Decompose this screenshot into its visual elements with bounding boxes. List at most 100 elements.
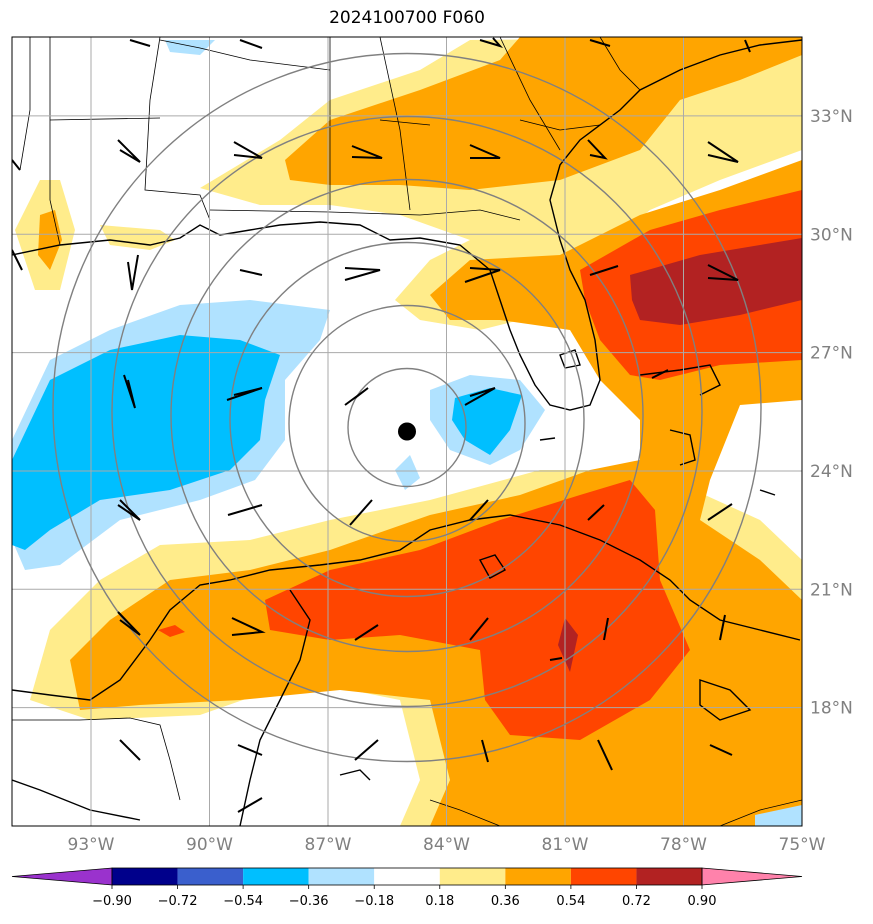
wind-barb — [603, 617, 609, 641]
wind-barb — [469, 617, 489, 641]
range-rings — [52, 52, 762, 763]
lat-tick-label: 27°N — [810, 344, 853, 364]
wind-barb — [226, 387, 263, 401]
wind-barb — [349, 499, 373, 526]
map-title: 2024100700 F060 — [329, 8, 485, 28]
wind-barb — [127, 254, 139, 291]
wind-barb — [12, 249, 23, 271]
colorbar-tick-label: −0.36 — [289, 894, 329, 909]
wind-barb — [227, 504, 263, 516]
colorbar-segment — [177, 868, 244, 885]
colorbar-extend-high — [701, 867, 803, 886]
borders — [12, 37, 802, 826]
range-ring — [347, 367, 467, 488]
wind-barb — [719, 614, 726, 641]
storm-center-marker — [398, 422, 416, 441]
wind-barb — [123, 374, 136, 409]
wind-barb — [119, 739, 141, 761]
range-ring — [288, 304, 526, 543]
gridlines — [12, 37, 802, 826]
colorbar-tick-label: 0.54 — [556, 894, 585, 909]
wind-barb — [344, 267, 381, 281]
wind-barb — [597, 739, 613, 771]
lon-tick-label: 84°W — [423, 835, 470, 855]
range-ring — [52, 52, 762, 763]
wind-barb — [239, 39, 263, 49]
colorbar-segment — [636, 868, 702, 885]
wind-barb — [464, 267, 501, 283]
wind-barb — [237, 744, 263, 756]
longitude-labels: 93°W 90°W 87°W 84°W 81°W 78°W 75°W — [68, 835, 826, 855]
wind-barb — [464, 387, 496, 406]
lat-tick-label: 30°N — [810, 225, 853, 245]
shading-blue — [12, 335, 522, 550]
wind-barb — [589, 265, 619, 276]
wind-barb — [469, 499, 489, 521]
wind-barb — [239, 269, 263, 276]
wind-barbs — [12, 37, 751, 813]
colorbar-segment — [112, 868, 178, 885]
wind-barb — [12, 159, 21, 171]
wind-barb — [709, 744, 733, 756]
colorbar-tick-label: −0.90 — [92, 894, 132, 909]
colorbar-tick-label: −0.54 — [223, 894, 263, 909]
wind-barb — [651, 369, 669, 379]
wind-barb — [117, 611, 141, 636]
wind-barb — [587, 504, 605, 521]
lon-tick-label: 93°W — [68, 835, 115, 855]
wind-barb — [344, 387, 369, 406]
colorbar-segment — [243, 868, 309, 885]
lon-tick-label: 78°W — [660, 835, 707, 855]
wind-barb — [744, 39, 751, 53]
wind-barb — [549, 657, 563, 661]
lon-tick-label: 75°W — [779, 835, 826, 855]
lat-tick-label: 18°N — [810, 699, 853, 719]
wind-barb — [479, 37, 504, 48]
colorbar-segment — [308, 868, 375, 885]
colorbar-labels: −0.90 −0.72 −0.54 −0.36 −0.18 0.18 0.36 0.54 0.7… — [92, 885, 716, 909]
wind-barb — [117, 139, 141, 163]
colorbar-segment — [570, 868, 637, 885]
lat-tick-label: 33°N — [810, 107, 853, 127]
lon-tick-label: 87°W — [305, 835, 352, 855]
lon-tick-label: 81°W — [542, 835, 589, 855]
wind-barb — [589, 39, 611, 47]
colorbar-tick-label: 0.18 — [425, 894, 454, 909]
colorbar-extend-low — [11, 867, 113, 886]
colorbar-segment — [374, 868, 440, 885]
colorbar-segment — [505, 868, 571, 885]
wind-barb — [587, 139, 608, 160]
wind-barb — [237, 797, 263, 813]
coastlines — [12, 39, 802, 826]
wind-barb — [233, 141, 263, 159]
range-ring — [111, 115, 703, 708]
wind-barb — [354, 624, 379, 641]
wind-barb — [351, 145, 383, 159]
colorbar — [11, 867, 803, 886]
wind-barb — [231, 617, 266, 636]
range-ring — [229, 241, 585, 598]
wind-barb — [354, 739, 379, 761]
colorbar-tick-label: −0.18 — [354, 894, 394, 909]
wind-barb — [707, 141, 739, 163]
wind-barb — [707, 503, 733, 521]
wind-barb — [117, 499, 141, 521]
lat-tick-label: 24°N — [810, 462, 853, 482]
range-ring — [170, 178, 644, 653]
colorbar-tick-label: 0.72 — [622, 894, 651, 909]
map-frame — [11, 36, 803, 827]
shading-darkred — [558, 238, 802, 672]
colorbar-outline — [111, 867, 703, 886]
lat-tick-label: 21°N — [810, 580, 853, 600]
colorbar-tick-label: 0.90 — [688, 894, 717, 909]
lon-tick-label: 90°W — [186, 835, 233, 855]
colorbar-tick-label: −0.72 — [158, 894, 198, 909]
wind-barb — [469, 144, 501, 159]
map-panel — [12, 37, 802, 826]
wind-barb — [707, 264, 739, 281]
wind-barb — [129, 39, 151, 47]
latitude-labels: 18°N 21°N 24°N 27°N 30°N 33°N — [810, 107, 853, 719]
colorbar-tick-label: 0.36 — [491, 894, 520, 909]
colorbar-segment — [439, 868, 506, 885]
